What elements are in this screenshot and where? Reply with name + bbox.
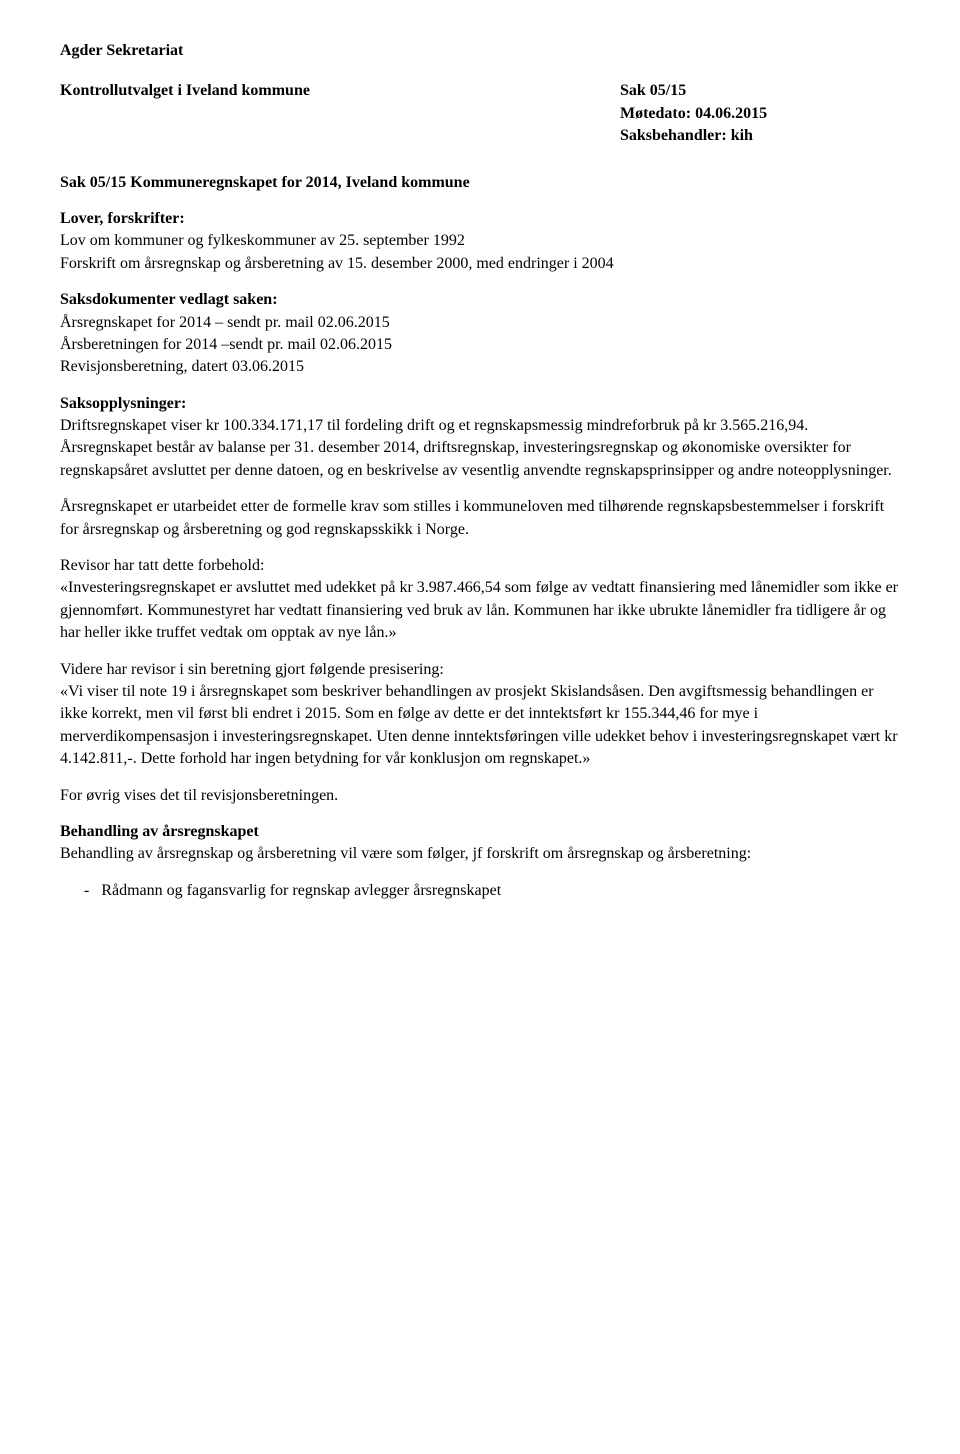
- laws-heading: Lover, forskrifter:: [60, 208, 900, 230]
- attachments-line-1: Årsregnskapet for 2014 – sendt pr. mail …: [60, 312, 900, 334]
- meeting-date: Møtedato: 04.06.2015: [620, 103, 900, 125]
- attachments-section: Saksdokumenter vedlagt saken: Årsregnska…: [60, 289, 900, 379]
- case-title: Sak 05/15 Kommuneregnskapet for 2014, Iv…: [60, 172, 900, 194]
- info-paragraph-3: Revisor har tatt dette forbehold: «Inves…: [60, 555, 900, 645]
- info-p3-intro: Revisor har tatt dette forbehold:: [60, 557, 264, 574]
- info-paragraph-1: Driftsregnskapet viser kr 100.334.171,17…: [60, 415, 900, 482]
- treatment-bullet-1-text: Rådmann og fagansvarlig for regnskap avl…: [101, 882, 501, 899]
- info-paragraph-5: For øvrig vises det til revisjonsberetni…: [60, 785, 900, 807]
- laws-line-1: Lov om kommuner og fylkeskommuner av 25.…: [60, 230, 900, 252]
- info-paragraph-2: Årsregnskapet er utarbeidet etter de for…: [60, 496, 900, 541]
- info-p3-quote: «Investeringsregnskapet er avsluttet med…: [60, 579, 898, 641]
- treatment-bullet-1: - Rådmann og fagansvarlig for regnskap a…: [60, 880, 900, 902]
- case-number: Sak 05/15: [620, 80, 900, 102]
- info-p4-intro: Videre har revisor i sin beretning gjort…: [60, 661, 444, 678]
- committee-name: Kontrollutvalget i Iveland kommune: [60, 80, 310, 147]
- bullet-dash-icon: -: [84, 882, 89, 899]
- org-name: Agder Sekretariat: [60, 40, 900, 62]
- laws-line-2: Forskrift om årsregnskap og årsberetning…: [60, 253, 900, 275]
- treatment-heading: Behandling av årsregnskapet: [60, 821, 900, 843]
- info-heading: Saksopplysninger:: [60, 393, 900, 415]
- attachments-line-3: Revisjonsberetning, datert 03.06.2015: [60, 356, 900, 378]
- info-section: Saksopplysninger: Driftsregnskapet viser…: [60, 393, 900, 807]
- attachments-line-2: Årsberetningen for 2014 –sendt pr. mail …: [60, 334, 900, 356]
- attachments-heading: Saksdokumenter vedlagt saken:: [60, 289, 900, 311]
- treatment-section: Behandling av årsregnskapet Behandling a…: [60, 821, 900, 902]
- header-row: Kontrollutvalget i Iveland kommune Sak 0…: [60, 80, 900, 147]
- header-meta: Sak 05/15 Møtedato: 04.06.2015 Saksbehan…: [620, 80, 900, 147]
- laws-section: Lover, forskrifter: Lov om kommuner og f…: [60, 208, 900, 275]
- info-paragraph-4: Videre har revisor i sin beretning gjort…: [60, 659, 900, 771]
- info-p4-quote: «Vi viser til note 19 i årsregnskapet so…: [60, 683, 898, 767]
- treatment-paragraph-1: Behandling av årsregnskap og årsberetnin…: [60, 843, 900, 865]
- case-handler: Saksbehandler: kih: [620, 125, 900, 147]
